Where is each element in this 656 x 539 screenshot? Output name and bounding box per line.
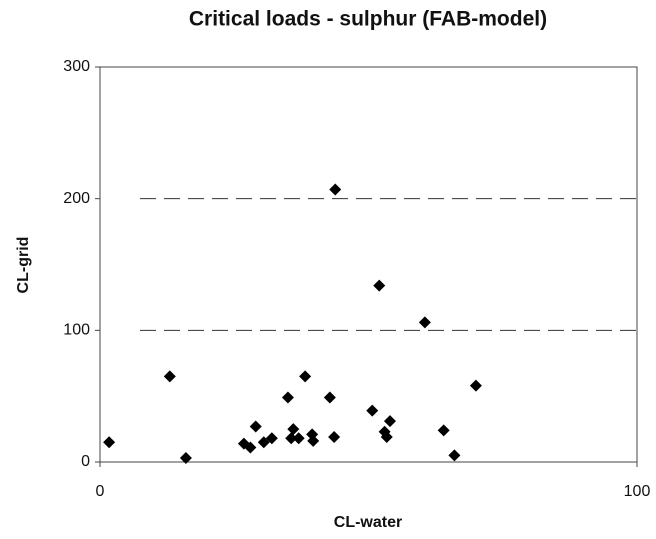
plot-frame (99, 66, 638, 463)
point (179, 452, 192, 465)
y-tick-label: 300 (63, 58, 90, 75)
x-axis-label: CL-water (334, 514, 402, 531)
point (418, 316, 431, 329)
point (163, 370, 176, 383)
point (307, 434, 320, 447)
point (380, 430, 393, 443)
point (103, 436, 116, 449)
y-tick-label: 100 (63, 322, 90, 339)
point (437, 424, 450, 437)
point (281, 391, 294, 404)
point (469, 379, 482, 392)
point (328, 430, 341, 443)
y-axis-label: CL-grid (15, 237, 32, 294)
y-tick-label: 0 (81, 453, 90, 470)
point (257, 436, 270, 449)
point (329, 183, 342, 196)
point (373, 279, 386, 292)
x-tick-label: 0 (96, 483, 105, 500)
point (323, 391, 336, 404)
point (287, 423, 300, 436)
y-tick-label: 200 (63, 190, 90, 207)
point (292, 432, 305, 445)
point (285, 432, 298, 445)
point (299, 370, 312, 383)
point (249, 420, 262, 433)
x-tick-label: 100 (624, 483, 651, 500)
point (366, 404, 379, 417)
point (448, 449, 461, 462)
point (383, 415, 396, 428)
point (265, 432, 278, 445)
chart-title: Critical loads - sulphur (FAB-model) (189, 8, 547, 31)
point (244, 441, 257, 454)
